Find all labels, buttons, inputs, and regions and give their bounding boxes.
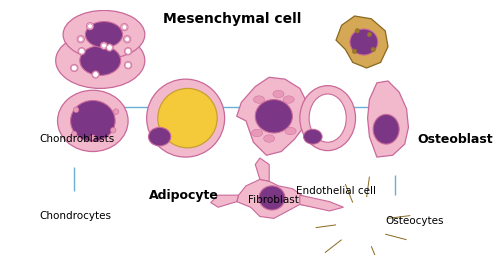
Ellipse shape xyxy=(146,79,224,157)
Ellipse shape xyxy=(72,131,77,137)
Ellipse shape xyxy=(148,127,171,146)
Text: Mesenchymal cell: Mesenchymal cell xyxy=(163,12,301,26)
Text: Osteoblast: Osteoblast xyxy=(418,133,494,146)
Ellipse shape xyxy=(355,29,360,33)
Ellipse shape xyxy=(63,10,145,59)
Ellipse shape xyxy=(79,48,84,54)
Ellipse shape xyxy=(56,33,145,89)
Ellipse shape xyxy=(124,36,131,43)
Ellipse shape xyxy=(124,47,132,55)
Ellipse shape xyxy=(106,44,113,51)
Ellipse shape xyxy=(264,135,275,142)
Ellipse shape xyxy=(373,114,399,144)
Ellipse shape xyxy=(113,109,119,114)
Ellipse shape xyxy=(102,43,106,48)
Ellipse shape xyxy=(80,46,120,76)
Ellipse shape xyxy=(90,135,96,140)
Text: Chondroblasts: Chondroblasts xyxy=(39,134,114,144)
Ellipse shape xyxy=(58,90,128,152)
Ellipse shape xyxy=(70,100,115,141)
Ellipse shape xyxy=(283,96,294,103)
Ellipse shape xyxy=(86,23,94,30)
Ellipse shape xyxy=(124,61,132,69)
Text: Adipocyte: Adipocyte xyxy=(149,189,218,202)
Ellipse shape xyxy=(122,25,126,29)
Text: Fibroblast: Fibroblast xyxy=(248,195,300,205)
Ellipse shape xyxy=(254,96,264,103)
Polygon shape xyxy=(300,195,344,211)
Polygon shape xyxy=(210,195,238,207)
Polygon shape xyxy=(336,16,388,68)
Ellipse shape xyxy=(367,32,372,37)
Ellipse shape xyxy=(352,49,357,54)
Ellipse shape xyxy=(350,29,378,55)
Ellipse shape xyxy=(125,37,130,42)
Ellipse shape xyxy=(371,47,376,52)
Ellipse shape xyxy=(110,127,116,133)
Ellipse shape xyxy=(158,89,217,148)
Ellipse shape xyxy=(78,47,86,55)
Ellipse shape xyxy=(106,45,112,50)
Ellipse shape xyxy=(92,71,100,78)
Ellipse shape xyxy=(86,21,122,47)
Ellipse shape xyxy=(304,129,322,144)
Ellipse shape xyxy=(259,186,285,210)
Ellipse shape xyxy=(285,127,296,135)
Ellipse shape xyxy=(74,107,79,113)
Ellipse shape xyxy=(100,42,107,49)
Ellipse shape xyxy=(120,23,128,31)
Ellipse shape xyxy=(70,64,78,72)
Ellipse shape xyxy=(126,48,131,54)
Ellipse shape xyxy=(309,94,346,142)
Ellipse shape xyxy=(300,86,356,151)
Ellipse shape xyxy=(256,100,292,133)
Polygon shape xyxy=(368,81,408,157)
Ellipse shape xyxy=(126,63,131,68)
Polygon shape xyxy=(236,77,309,155)
Ellipse shape xyxy=(72,65,77,71)
Ellipse shape xyxy=(88,24,92,29)
Text: Chondrocytes: Chondrocytes xyxy=(39,211,111,220)
Ellipse shape xyxy=(273,90,284,98)
Text: Endothelial cell: Endothelial cell xyxy=(296,187,376,196)
Ellipse shape xyxy=(77,36,84,43)
Ellipse shape xyxy=(93,72,98,77)
Polygon shape xyxy=(256,158,269,181)
Text: Osteocytes: Osteocytes xyxy=(385,216,444,226)
Polygon shape xyxy=(236,179,316,218)
Ellipse shape xyxy=(78,37,83,42)
Ellipse shape xyxy=(252,129,262,137)
